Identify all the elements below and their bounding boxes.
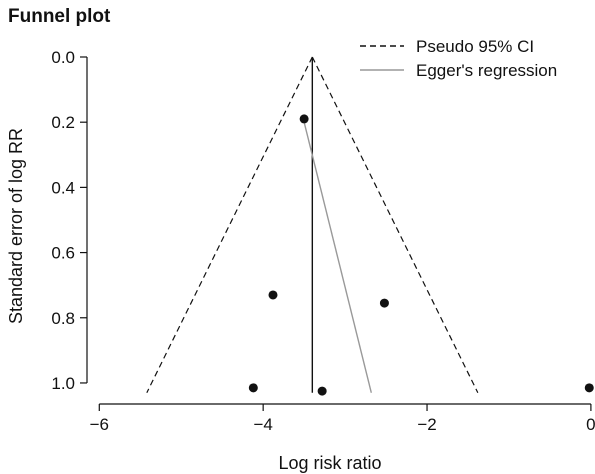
legend: Pseudo 95% CI Egger's regression — [360, 37, 557, 80]
data-point — [584, 383, 594, 393]
y-axis-label: Standard error of log RR — [6, 128, 26, 324]
y-tick-label: 0.6 — [51, 244, 75, 263]
plot-lines — [146, 56, 479, 394]
x-tick-label: 0 — [586, 415, 595, 434]
x-tick-label: −6 — [90, 415, 109, 434]
x-tick-label: −4 — [253, 415, 272, 434]
data-point — [299, 114, 309, 124]
y-tick-label: 1.0 — [51, 374, 75, 393]
x-axis-label: Log risk ratio — [278, 453, 381, 473]
pseudo-ci-line — [146, 56, 313, 394]
legend-label: Pseudo 95% CI — [416, 37, 534, 56]
egger-regression-line — [303, 122, 372, 393]
x-tick-label: −2 — [417, 415, 436, 434]
y-tick-label: 0.0 — [51, 48, 75, 67]
axes: 0.0 0.2 0.4 0.6 0.8 1.0 −6 −4 −2 0 — [51, 48, 595, 434]
y-tick-label: 0.4 — [51, 178, 75, 197]
data-points — [248, 114, 594, 396]
y-tick-label: 0.8 — [51, 309, 75, 328]
data-point — [379, 298, 389, 308]
chart-title: Funnel plot — [8, 6, 111, 27]
pseudo-ci-line — [311, 56, 479, 394]
data-point — [268, 290, 278, 300]
data-point — [317, 386, 327, 396]
legend-label: Egger's regression — [416, 61, 557, 80]
data-point — [248, 383, 258, 393]
y-tick-label: 0.2 — [51, 113, 75, 132]
